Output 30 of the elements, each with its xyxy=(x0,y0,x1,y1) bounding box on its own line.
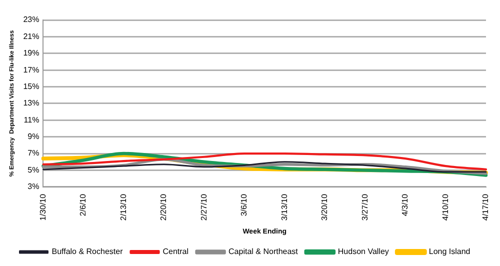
y-tick-label: 13% xyxy=(23,98,40,108)
y-tick-label: 21% xyxy=(23,32,40,41)
x-tick-label: 4/17/10 xyxy=(481,193,490,221)
y-tick-label: 5% xyxy=(28,165,40,174)
y-tick-label: 11% xyxy=(24,115,40,124)
y-tick-label: 19% xyxy=(23,48,40,58)
x-tick-label: 1/30/10 xyxy=(38,193,48,221)
line-series xyxy=(42,152,488,170)
y-tick-label: 9% xyxy=(28,132,40,142)
x-tick-label: 2/6/10 xyxy=(78,193,88,216)
x-tick-label: 4/3/10 xyxy=(400,193,410,216)
y-tick-label: 23% xyxy=(23,15,40,24)
y-tick-label: 7% xyxy=(28,148,40,158)
x-tick-label: 3/20/10 xyxy=(320,193,330,221)
legend-label: Buffalo & Rochester xyxy=(52,247,124,256)
x-tick-label: 4/10/10 xyxy=(440,193,450,221)
x-tick-label: 2/20/10 xyxy=(159,193,168,221)
legend-label: Hudson Valley xyxy=(338,247,389,256)
x-tick-label: 3/27/10 xyxy=(360,193,370,221)
x-tick-label: 2/13/10 xyxy=(118,193,128,221)
x-tick-label: 3/6/10 xyxy=(240,193,249,216)
legend-label: Long Island xyxy=(428,247,470,256)
y-tick-label: 15% xyxy=(23,82,40,91)
x-tick-label: 2/27/10 xyxy=(199,193,208,221)
y-tick-label: 3% xyxy=(28,182,40,192)
line-series xyxy=(42,161,487,173)
y-tick-label: 17% xyxy=(23,65,40,74)
legend-label: Central xyxy=(162,247,189,256)
x-tick-label: 3/13/10 xyxy=(280,193,289,221)
legend-label: Capital & Northeast xyxy=(228,247,299,256)
